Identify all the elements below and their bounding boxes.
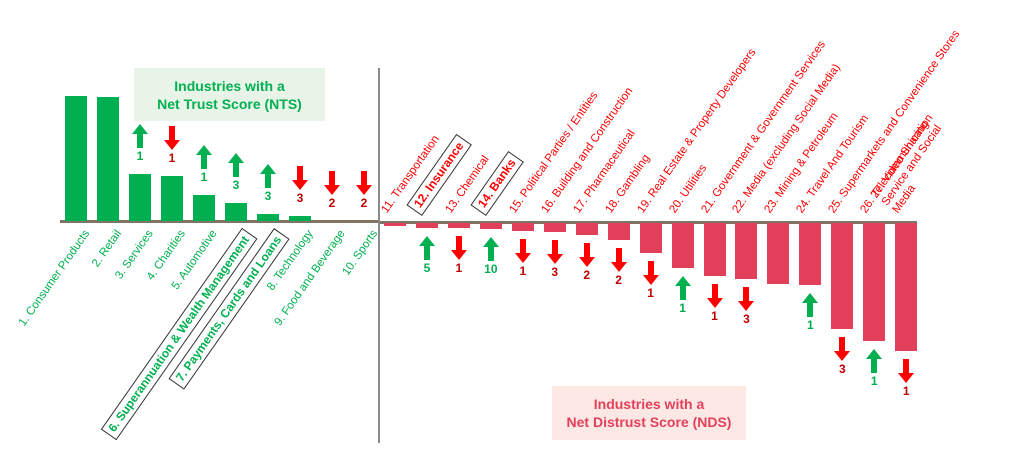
arrow-down-icon — [642, 261, 659, 290]
rank-change-value: 3 — [296, 191, 304, 205]
arrow-down-icon — [450, 236, 467, 265]
bar-21 — [703, 223, 726, 276]
rank-change-value: 3 — [264, 189, 272, 203]
arrow-up-icon — [132, 124, 148, 153]
arrow-down-icon — [514, 239, 531, 268]
bar-25 — [831, 223, 854, 329]
rank-change-value: 1 — [807, 318, 814, 332]
category-label-19: 19. Real Estate & Property Developers — [634, 46, 759, 216]
bar-11 — [384, 223, 406, 226]
bar-7 — [257, 214, 279, 221]
rank-change-value: 2 — [583, 268, 591, 282]
legend-nds-line2: Net Distrust Score (NDS) — [566, 414, 732, 430]
legend-nts-line1: Industries with a — [174, 77, 285, 94]
arrow-down-icon — [610, 248, 627, 277]
bar-20 — [671, 223, 694, 268]
rank-change-value: 2 — [615, 273, 622, 287]
bar-8 — [289, 216, 311, 221]
bar-26 — [863, 223, 886, 341]
arrow-up-icon — [866, 349, 883, 378]
bar-24 — [799, 223, 822, 285]
rank-change-value: 1 — [902, 384, 910, 398]
rank-change-value: 10 — [484, 262, 498, 276]
legend-nts-line2: Net Trust Score (NTS) — [157, 95, 302, 112]
section-divider — [378, 68, 380, 443]
rank-change-value: 1 — [870, 374, 878, 388]
arrow-down-icon — [356, 171, 372, 200]
rank-change-value: 1 — [711, 309, 718, 323]
bar-6 — [225, 203, 247, 221]
arrow-up-icon — [674, 276, 691, 305]
baseline-right — [380, 221, 917, 224]
bar-12 — [415, 223, 438, 228]
bar-5 — [193, 195, 215, 221]
arrow-up-icon — [418, 236, 435, 265]
rank-change-value: 1 — [168, 151, 176, 165]
bar-2 — [97, 97, 119, 221]
arrow-up-icon — [228, 153, 244, 182]
bar-13 — [447, 223, 470, 228]
rank-change-value: 5 — [423, 261, 431, 275]
arrow-down-icon — [898, 359, 915, 388]
rank-change-value: 1 — [679, 301, 686, 315]
arrow-down-icon — [164, 126, 180, 155]
bar-19 — [639, 223, 662, 253]
arrow-down-icon — [738, 287, 755, 316]
arrow-up-icon — [260, 164, 276, 193]
rank-change-value: 1 — [647, 286, 654, 300]
bar-3 — [129, 174, 151, 221]
bar-4 — [161, 176, 183, 221]
arrow-down-icon — [834, 337, 851, 366]
rank-change-value: 1 — [455, 261, 463, 275]
rank-change-value: 3 — [232, 178, 240, 192]
rank-change-value: 2 — [328, 196, 336, 210]
category-label-1: 1. Consumer Products — [16, 228, 93, 329]
arrow-down-icon — [324, 171, 340, 200]
bar-14 — [479, 223, 502, 229]
bar-16 — [543, 223, 566, 232]
arrow-up-icon — [196, 145, 212, 174]
legend-nts: Industries with a Net Trust Score (NTS) — [134, 68, 325, 121]
arrow-down-icon — [546, 240, 563, 269]
rank-change-value: 1 — [136, 149, 144, 163]
baseline-left — [60, 220, 378, 223]
bar-17 — [575, 223, 598, 235]
bar-27 — [895, 223, 918, 351]
rank-change-value: 3 — [551, 265, 559, 279]
legend-nds: Industries with a Net Distrust Score (ND… — [552, 386, 746, 440]
rank-change-value: 3 — [838, 362, 846, 376]
bar-1 — [65, 96, 87, 221]
bar-23 — [767, 223, 790, 284]
arrow-up-icon — [482, 237, 499, 266]
arrow-down-icon — [706, 284, 723, 313]
bar-22 — [735, 223, 758, 279]
rank-change-value: 2 — [360, 196, 368, 210]
arrow-down-icon — [578, 243, 595, 272]
legend-nds-line1: Industries with a — [593, 396, 705, 412]
rank-change-value: 3 — [743, 312, 750, 326]
rank-change-value: 1 — [519, 264, 527, 278]
bar-15 — [511, 223, 534, 231]
arrow-down-icon — [292, 166, 308, 195]
bar-18 — [607, 223, 630, 240]
rank-change-value: 1 — [200, 170, 208, 184]
arrow-up-icon — [802, 293, 819, 322]
